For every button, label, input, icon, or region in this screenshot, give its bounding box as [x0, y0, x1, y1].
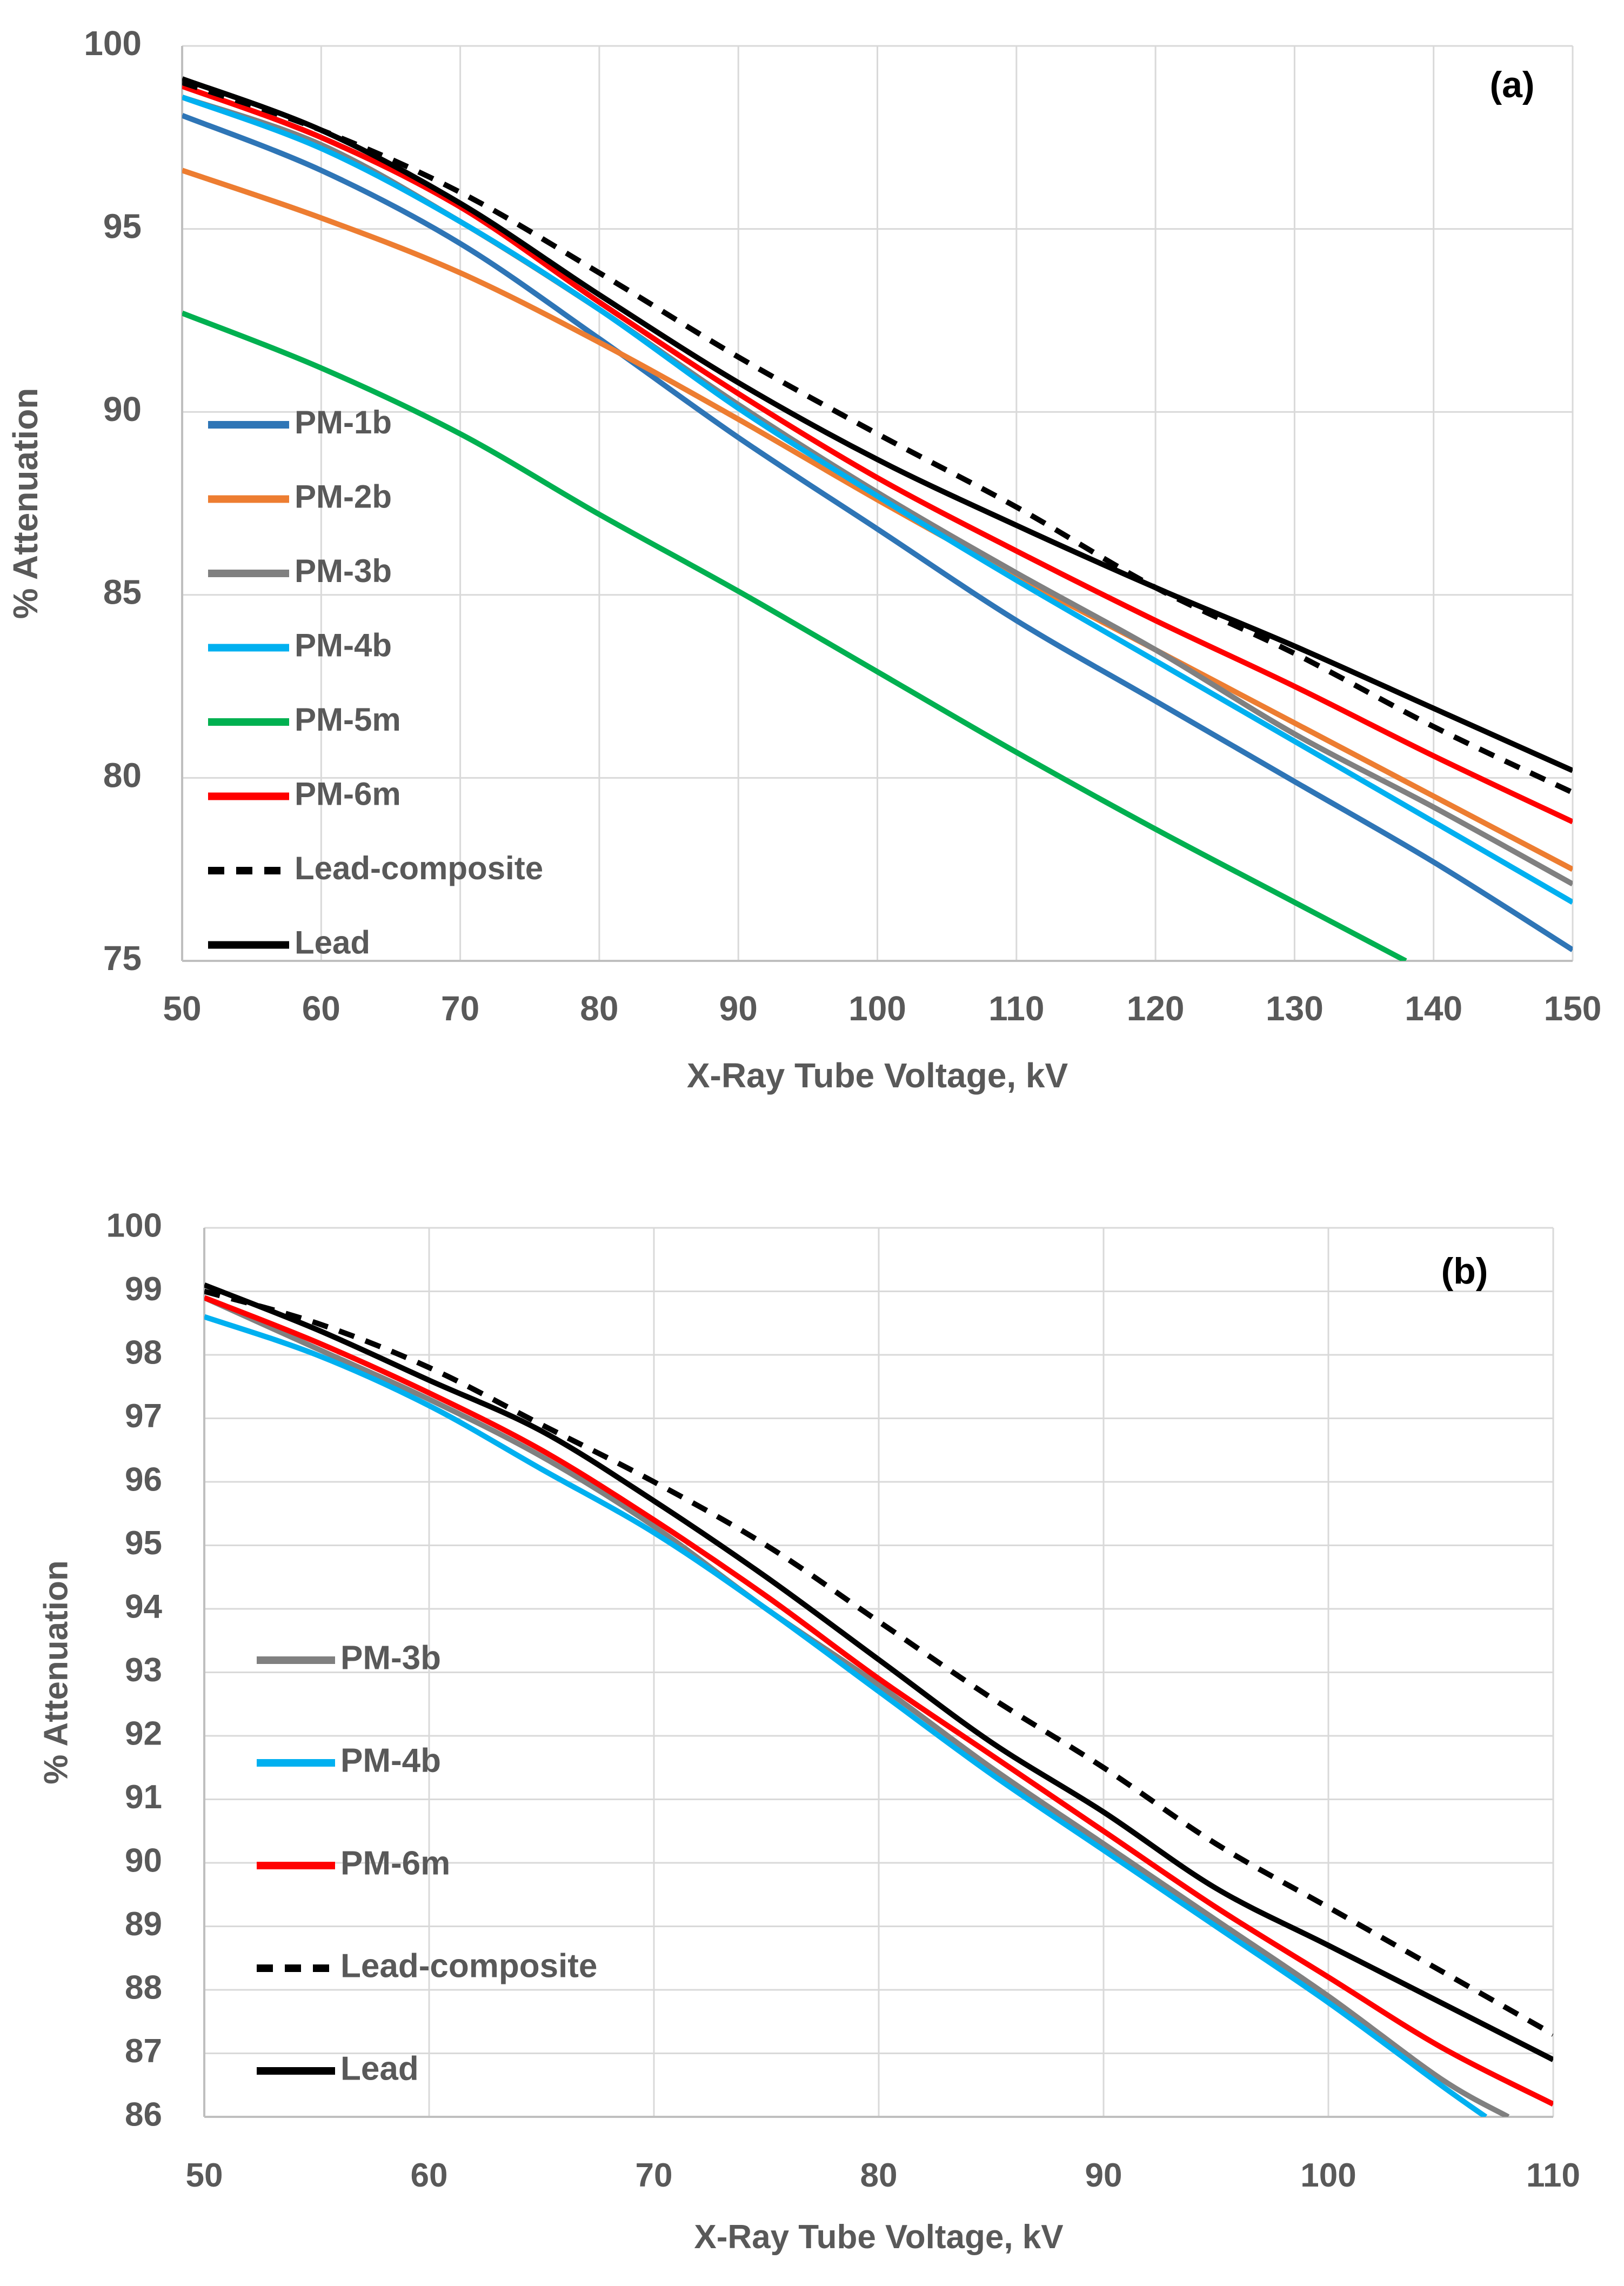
y-tick-label: 99	[125, 1271, 162, 1308]
y-tick-label: 80	[103, 756, 142, 794]
grid	[203, 1227, 1554, 2118]
legend-label-lead: Lead	[340, 2050, 419, 2087]
panel-label: (b)	[1441, 1251, 1488, 1292]
y-tick-label: 86	[125, 2096, 162, 2133]
y-tick-label: 89	[125, 1906, 162, 1943]
series-lines	[204, 1282, 1553, 2117]
x-tick-label: 130	[1266, 989, 1324, 1028]
y-tick-label: 75	[103, 939, 142, 978]
legend-label-lead-composite: Lead-composite	[295, 850, 543, 886]
legend: PM-3b PM-4b PM-6m Lead-composite Lead	[257, 1639, 597, 2087]
x-tick-label: 100	[1300, 2157, 1356, 2194]
x-tick-label: 100	[848, 989, 906, 1028]
chart-panel-a: 50 60 70 80 90 100 110 120 130 140 150 75 80 85 90 95 10…	[6, 24, 1601, 1095]
y-tick-label: 91	[125, 1779, 162, 1816]
y-tick-label: 98	[125, 1334, 162, 1371]
legend-label-pm-3b: PM-3b	[340, 1639, 441, 1676]
x-tick-label: 120	[1127, 989, 1185, 1028]
x-tick-label: 80	[580, 989, 618, 1028]
legend-label-pm-4b: PM-4b	[340, 1742, 441, 1779]
series-lines	[182, 76, 1573, 961]
x-tick-label: 50	[186, 2157, 223, 2194]
legend: PM-1b PM-2b PM-3b PM-4b PM-5m PM-6m Lead-compo…	[208, 404, 543, 960]
x-axis-label: X-Ray Tube Voltage, kV	[687, 1056, 1068, 1095]
x-tick-label: 70	[441, 989, 479, 1028]
panel-label: (a)	[1489, 64, 1534, 105]
y-tick-label: 87	[125, 2033, 162, 2070]
y-tick-label: 95	[125, 1525, 162, 1562]
legend-label-pm-4b: PM-4b	[295, 627, 392, 663]
series-line-pm-6m	[204, 1295, 1553, 2107]
x-tick-label: 140	[1405, 989, 1462, 1028]
legend-label-pm-3b: PM-3b	[295, 553, 392, 589]
y-tick-label: 90	[103, 390, 142, 429]
x-tick-label: 150	[1544, 989, 1602, 1028]
series-line-lead-composite	[182, 79, 1573, 796]
legend-label-pm-2b: PM-2b	[295, 478, 392, 514]
x-tick-label: 60	[302, 989, 340, 1028]
series-line-pm-4b	[182, 95, 1573, 905]
series-line-pm-3b	[204, 1295, 1510, 2117]
x-tick-label: 90	[1085, 2157, 1122, 2194]
y-tick-label: 97	[125, 1398, 162, 1435]
series-line-pm-5m	[182, 310, 1407, 961]
y-axis-label: % Attenuation	[37, 1560, 75, 1784]
series-line-lead	[204, 1282, 1553, 2062]
y-axis-label: % Attenuation	[6, 388, 45, 619]
x-tick-label: 80	[860, 2157, 898, 2194]
y-tick-label: 95	[103, 207, 142, 246]
legend-label-lead: Lead	[295, 924, 370, 960]
x-tick-label: 50	[163, 989, 201, 1028]
legend-label-lead-composite: Lead-composite	[340, 1947, 597, 1984]
y-tick-label: 96	[125, 1461, 162, 1498]
legend-label-pm-6m: PM-6m	[340, 1844, 450, 1882]
series-line-pm-2b	[182, 168, 1573, 872]
chart-panel-b: 50 60 70 80 90 100 110 86 87 88 89 90 91 92 93 94 95 96 97…	[37, 1207, 1580, 2256]
legend-label-pm-6m: PM-6m	[295, 776, 401, 812]
x-tick-label: 110	[988, 989, 1044, 1028]
y-tick-label: 100	[84, 24, 142, 63]
series-line-pm-4b	[204, 1314, 1488, 2117]
x-tick-label: 70	[636, 2157, 673, 2194]
x-axis-label: X-Ray Tube Voltage, kV	[694, 2218, 1063, 2256]
y-tick-label: 88	[125, 1969, 162, 2006]
y-tick-label: 85	[103, 573, 142, 612]
y-tick-label: 92	[125, 1715, 162, 1752]
series-line-lead	[182, 76, 1573, 773]
legend-label-pm-5m: PM-5m	[295, 701, 401, 738]
series-line-pm-6m	[182, 83, 1573, 825]
x-tick-label: 90	[719, 989, 758, 1028]
y-tick-label: 94	[125, 1588, 162, 1625]
y-tick-label: 93	[125, 1652, 162, 1689]
x-tick-label: 110	[1526, 2157, 1580, 2194]
series-line-pm-1b	[182, 113, 1573, 952]
y-tick-label: 90	[125, 1842, 162, 1879]
legend-label-pm-1b: PM-1b	[295, 404, 392, 440]
y-tick-label: 100	[106, 1207, 162, 1244]
x-tick-label: 60	[411, 2157, 448, 2194]
